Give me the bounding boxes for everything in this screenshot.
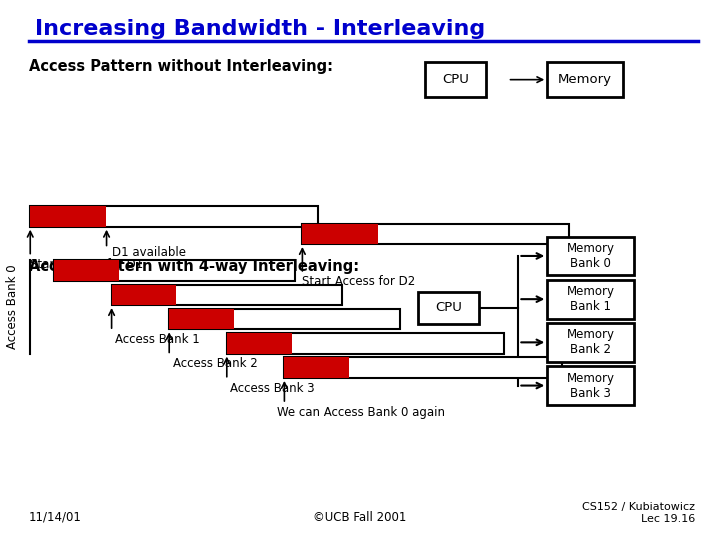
Bar: [547, 366, 634, 405]
Text: Memory
Bank 1: Memory Bank 1: [567, 285, 614, 313]
Bar: [169, 309, 234, 329]
Bar: [302, 224, 378, 244]
Text: Memory: Memory: [558, 73, 612, 86]
Bar: [227, 333, 292, 354]
Text: 11/14/01: 11/14/01: [29, 511, 81, 524]
Bar: [54, 260, 295, 281]
Text: CS152 / Kubiatowicz
Lec 19.16: CS152 / Kubiatowicz Lec 19.16: [582, 502, 695, 524]
Text: Access Pattern without Interleaving:: Access Pattern without Interleaving:: [29, 59, 333, 75]
Text: ©UCB Fall 2001: ©UCB Fall 2001: [313, 511, 407, 524]
Text: Memory
Bank 2: Memory Bank 2: [567, 328, 614, 356]
Bar: [112, 285, 176, 305]
Text: Memory
Bank 3: Memory Bank 3: [567, 372, 614, 400]
Bar: [54, 260, 119, 281]
Text: D1 available: D1 available: [112, 246, 186, 259]
Bar: [227, 333, 504, 354]
Text: Increasing Bandwidth - Interleaving: Increasing Bandwidth - Interleaving: [35, 19, 485, 39]
Bar: [547, 280, 634, 319]
Text: Access Pattern with 4-way Interleaving:: Access Pattern with 4-way Interleaving:: [29, 259, 359, 274]
Bar: [284, 357, 349, 378]
Text: Access Bank 2: Access Bank 2: [173, 357, 258, 370]
Text: Start Access for D1: Start Access for D1: [30, 258, 143, 271]
Bar: [302, 224, 569, 244]
Bar: [112, 285, 342, 305]
Text: CPU: CPU: [442, 73, 469, 86]
Text: Access Bank 1: Access Bank 1: [115, 333, 200, 346]
Bar: [425, 62, 486, 97]
Text: Access Bank 0: Access Bank 0: [6, 265, 19, 349]
Bar: [284, 357, 562, 378]
Bar: [30, 206, 318, 227]
Text: Access Bank 3: Access Bank 3: [230, 382, 315, 395]
Bar: [169, 309, 400, 329]
Bar: [30, 206, 106, 227]
Text: CPU: CPU: [435, 301, 462, 314]
Text: We can Access Bank 0 again: We can Access Bank 0 again: [277, 406, 445, 419]
Bar: [547, 62, 623, 97]
Bar: [547, 237, 634, 275]
Text: Memory
Bank 0: Memory Bank 0: [567, 242, 614, 270]
Bar: [418, 292, 479, 324]
Text: Start Access for D2: Start Access for D2: [302, 275, 415, 288]
Bar: [547, 323, 634, 362]
